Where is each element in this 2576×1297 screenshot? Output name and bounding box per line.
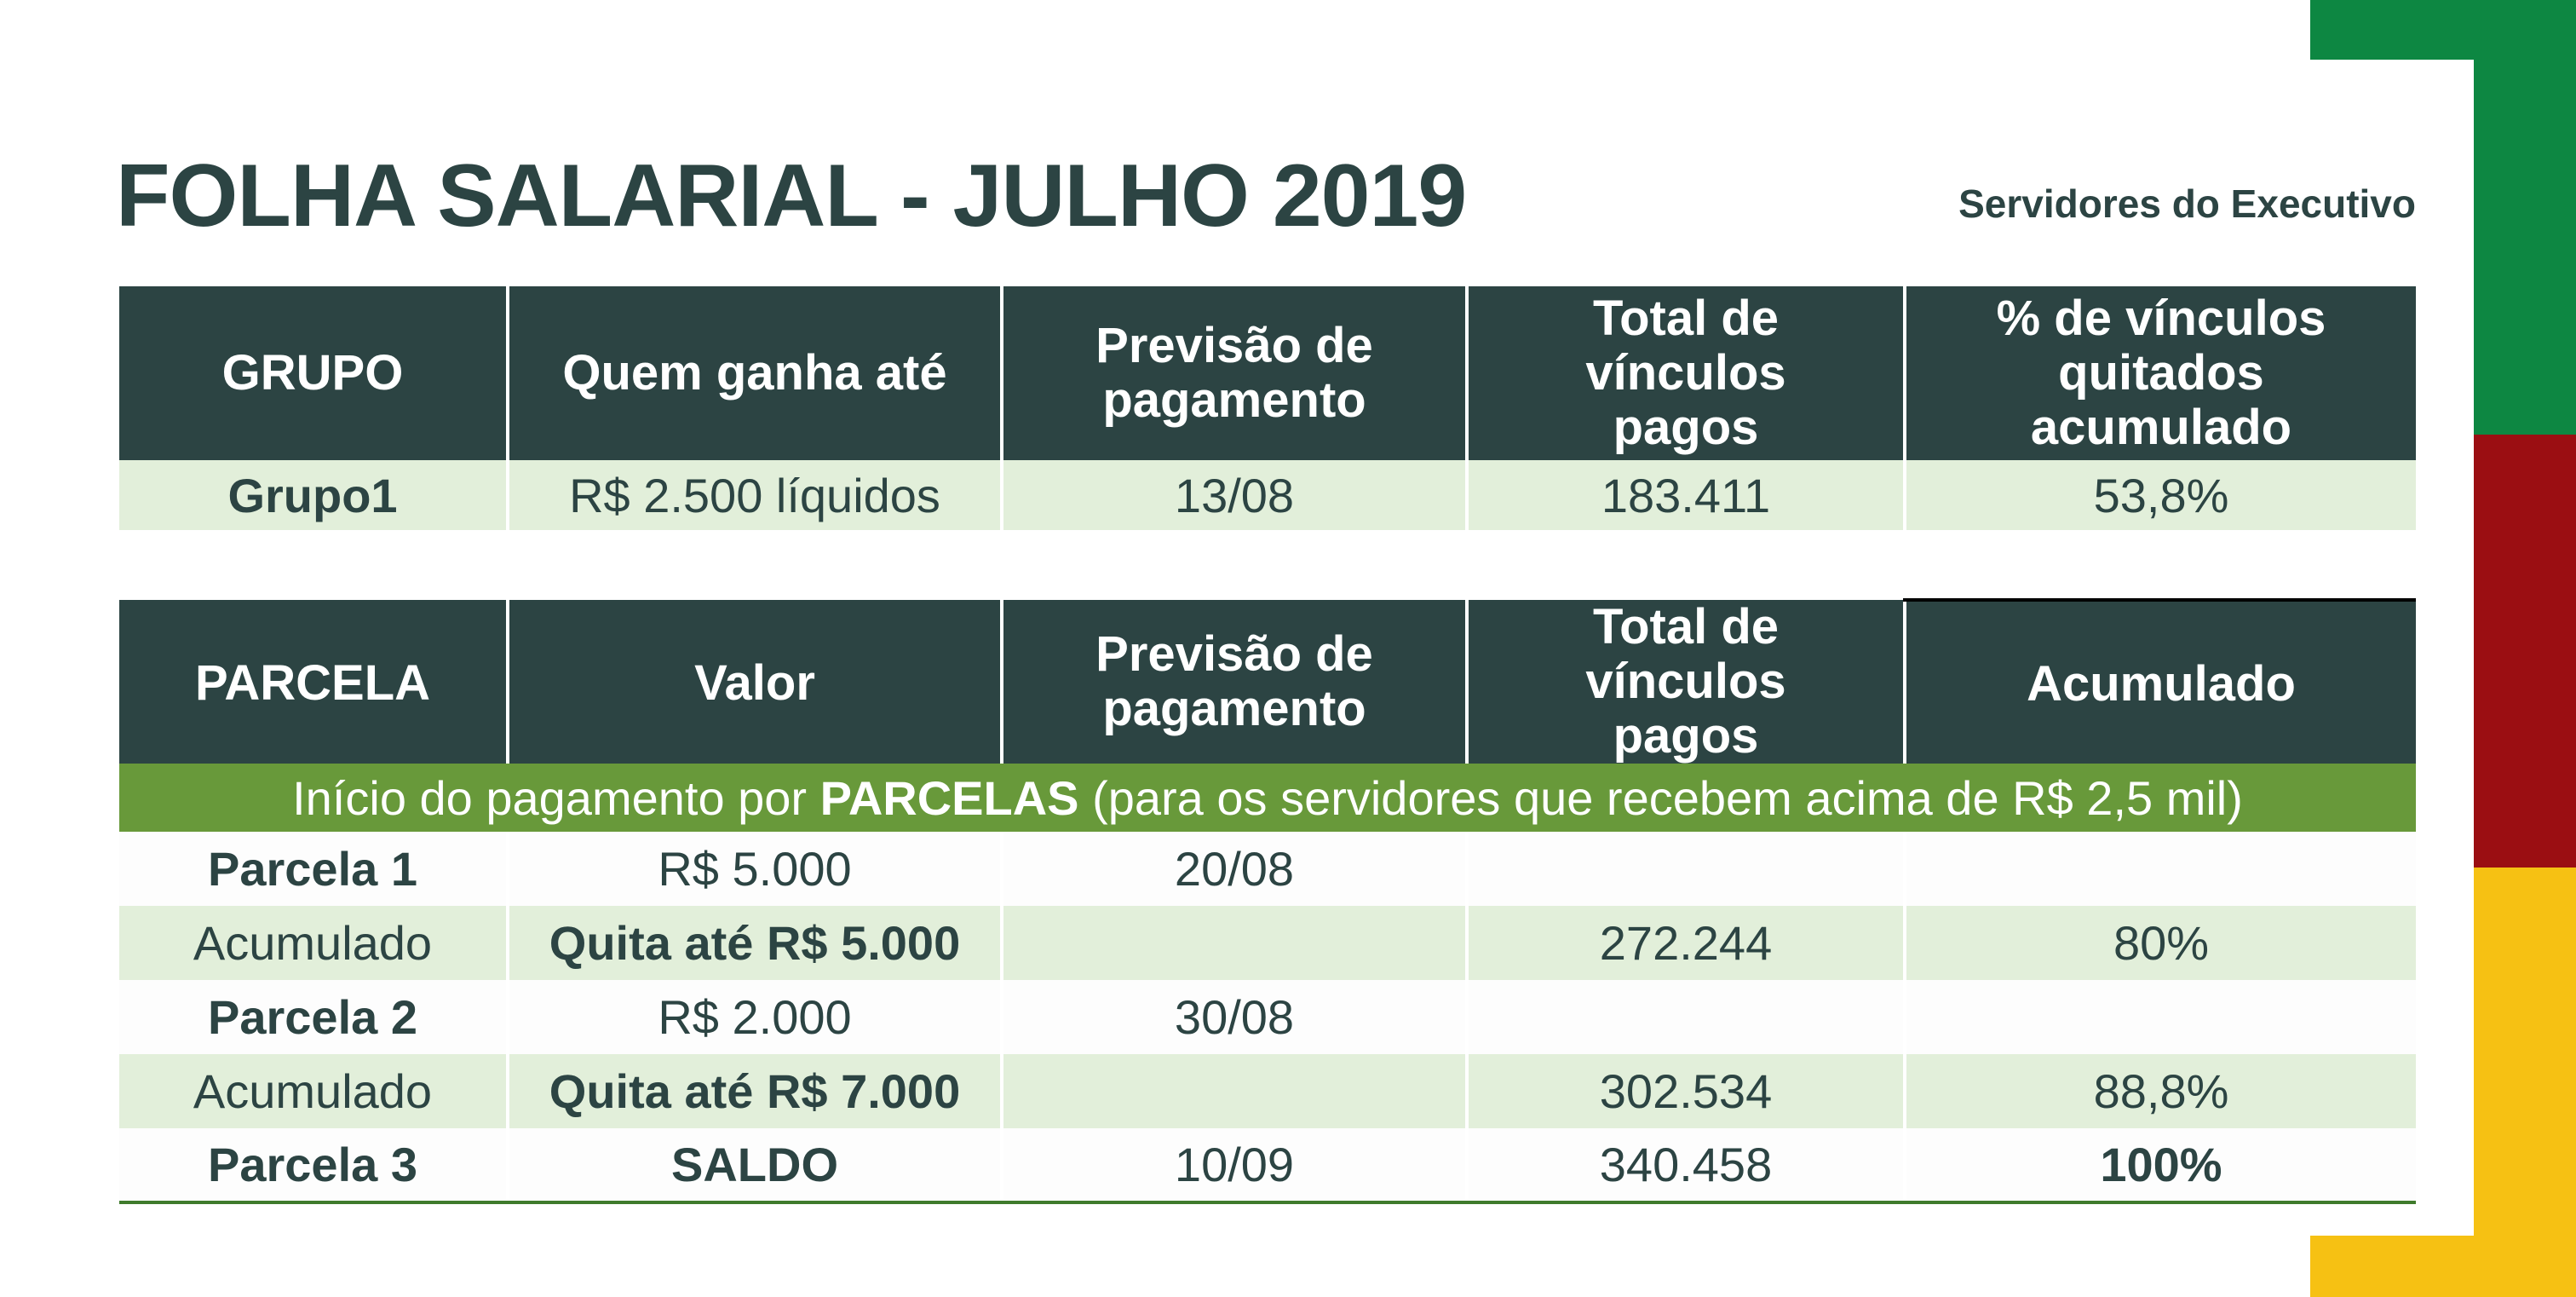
parcelas-banner: Início do pagamento por PARCELAS (para o… — [119, 764, 2416, 832]
cell-parcela: Parcela 1 — [119, 832, 508, 906]
cell-acumulado — [1903, 832, 2416, 906]
header-previsao: Previsão de pagamento — [1000, 600, 1467, 764]
cell-total-vinculos: 340.458 — [1465, 1128, 1905, 1204]
cell-valor: Quita até R$ 5.000 — [506, 906, 1002, 980]
header-quem-ganha: Quem ganha até — [506, 286, 1002, 460]
table-row: Parcela 1 R$ 5.000 20/08 — [119, 832, 2416, 906]
cell-total-vinculos: 183.411 — [1465, 460, 1905, 530]
cell-total-vinculos: 302.534 — [1465, 1054, 1905, 1128]
header-valor: Valor — [506, 600, 1002, 764]
table-row: Acumulado Quita até R$ 7.000 302.534 88,… — [119, 1054, 2416, 1128]
cell-acumulado: 88,8% — [1903, 1054, 2416, 1128]
table-row: Grupo1 R$ 2.500 líquidos 13/08 183.411 5… — [119, 460, 2416, 530]
cell-percent: 53,8% — [1903, 460, 2416, 530]
cell-valor: R$ 2.000 — [506, 980, 1002, 1054]
header-parcela: PARCELA — [119, 600, 508, 764]
table-row: Parcela 2 R$ 2.000 30/08 — [119, 980, 2416, 1054]
cell-acumulado — [1903, 980, 2416, 1054]
cell-parcela: Parcela 2 — [119, 980, 508, 1054]
cell-previsao: 10/09 — [1000, 1128, 1467, 1204]
banner-strong: PARCELAS — [819, 770, 1079, 825]
banner-suffix: (para os servidores que recebem acima de… — [1078, 770, 2243, 825]
header-total-vinculos: Total de vínculos pagos — [1465, 286, 1905, 460]
cell-total-vinculos: 272.244 — [1465, 906, 1905, 980]
page-subtitle: Servidores do Executivo — [1958, 182, 2416, 226]
cell-acumulado: 100% — [1903, 1128, 2416, 1204]
table-header-row: PARCELA Valor Previsão de pagamento Tota… — [119, 598, 2416, 764]
header-percent-quitados: % de vínculos quitados acumulado — [1903, 286, 2416, 460]
cell-valor: Quita até R$ 7.000 — [506, 1054, 1002, 1128]
cell-total-vinculos — [1465, 832, 1905, 906]
cell-total-vinculos — [1465, 980, 1905, 1054]
cell-previsao — [1000, 1054, 1467, 1128]
cell-valor: SALDO — [506, 1128, 1002, 1204]
header-grupo: GRUPO — [119, 286, 508, 460]
cell-previsao: 13/08 — [1000, 460, 1467, 530]
header-acumulado: Acumulado — [1903, 598, 2416, 764]
header-total-vinculos: Total de vínculos pagos — [1465, 600, 1905, 764]
cell-previsao: 20/08 — [1000, 832, 1467, 906]
banner-prefix: Início do pagamento por — [292, 770, 820, 825]
cell-acumulado: 80% — [1903, 906, 2416, 980]
header-previsao: Previsão de pagamento — [1000, 286, 1467, 460]
cell-previsao: 30/08 — [1000, 980, 1467, 1054]
table-row: Acumulado Quita até R$ 5.000 272.244 80% — [119, 906, 2416, 980]
cell-parcela: Acumulado — [119, 1054, 508, 1128]
banner-text: Início do pagamento por PARCELAS (para o… — [119, 764, 2416, 832]
parcelas-table: PARCELA Valor Previsão de pagamento Tota… — [119, 598, 2416, 1204]
cell-grupo: Grupo1 — [119, 460, 508, 530]
cell-previsao — [1000, 906, 1467, 980]
cell-valor: R$ 5.000 — [506, 832, 1002, 906]
cell-parcela: Acumulado — [119, 906, 508, 980]
cell-parcela: Parcela 3 — [119, 1128, 508, 1204]
cell-quem-ganha: R$ 2.500 líquidos — [506, 460, 1002, 530]
page-title: FOLHA SALARIAL - JULHO 2019 — [116, 147, 1467, 245]
table-header-row: GRUPO Quem ganha até Previsão de pagamen… — [119, 286, 2416, 460]
table-row: Parcela 3 SALDO 10/09 340.458 100% — [119, 1128, 2416, 1204]
group-table: GRUPO Quem ganha até Previsão de pagamen… — [119, 286, 2416, 530]
